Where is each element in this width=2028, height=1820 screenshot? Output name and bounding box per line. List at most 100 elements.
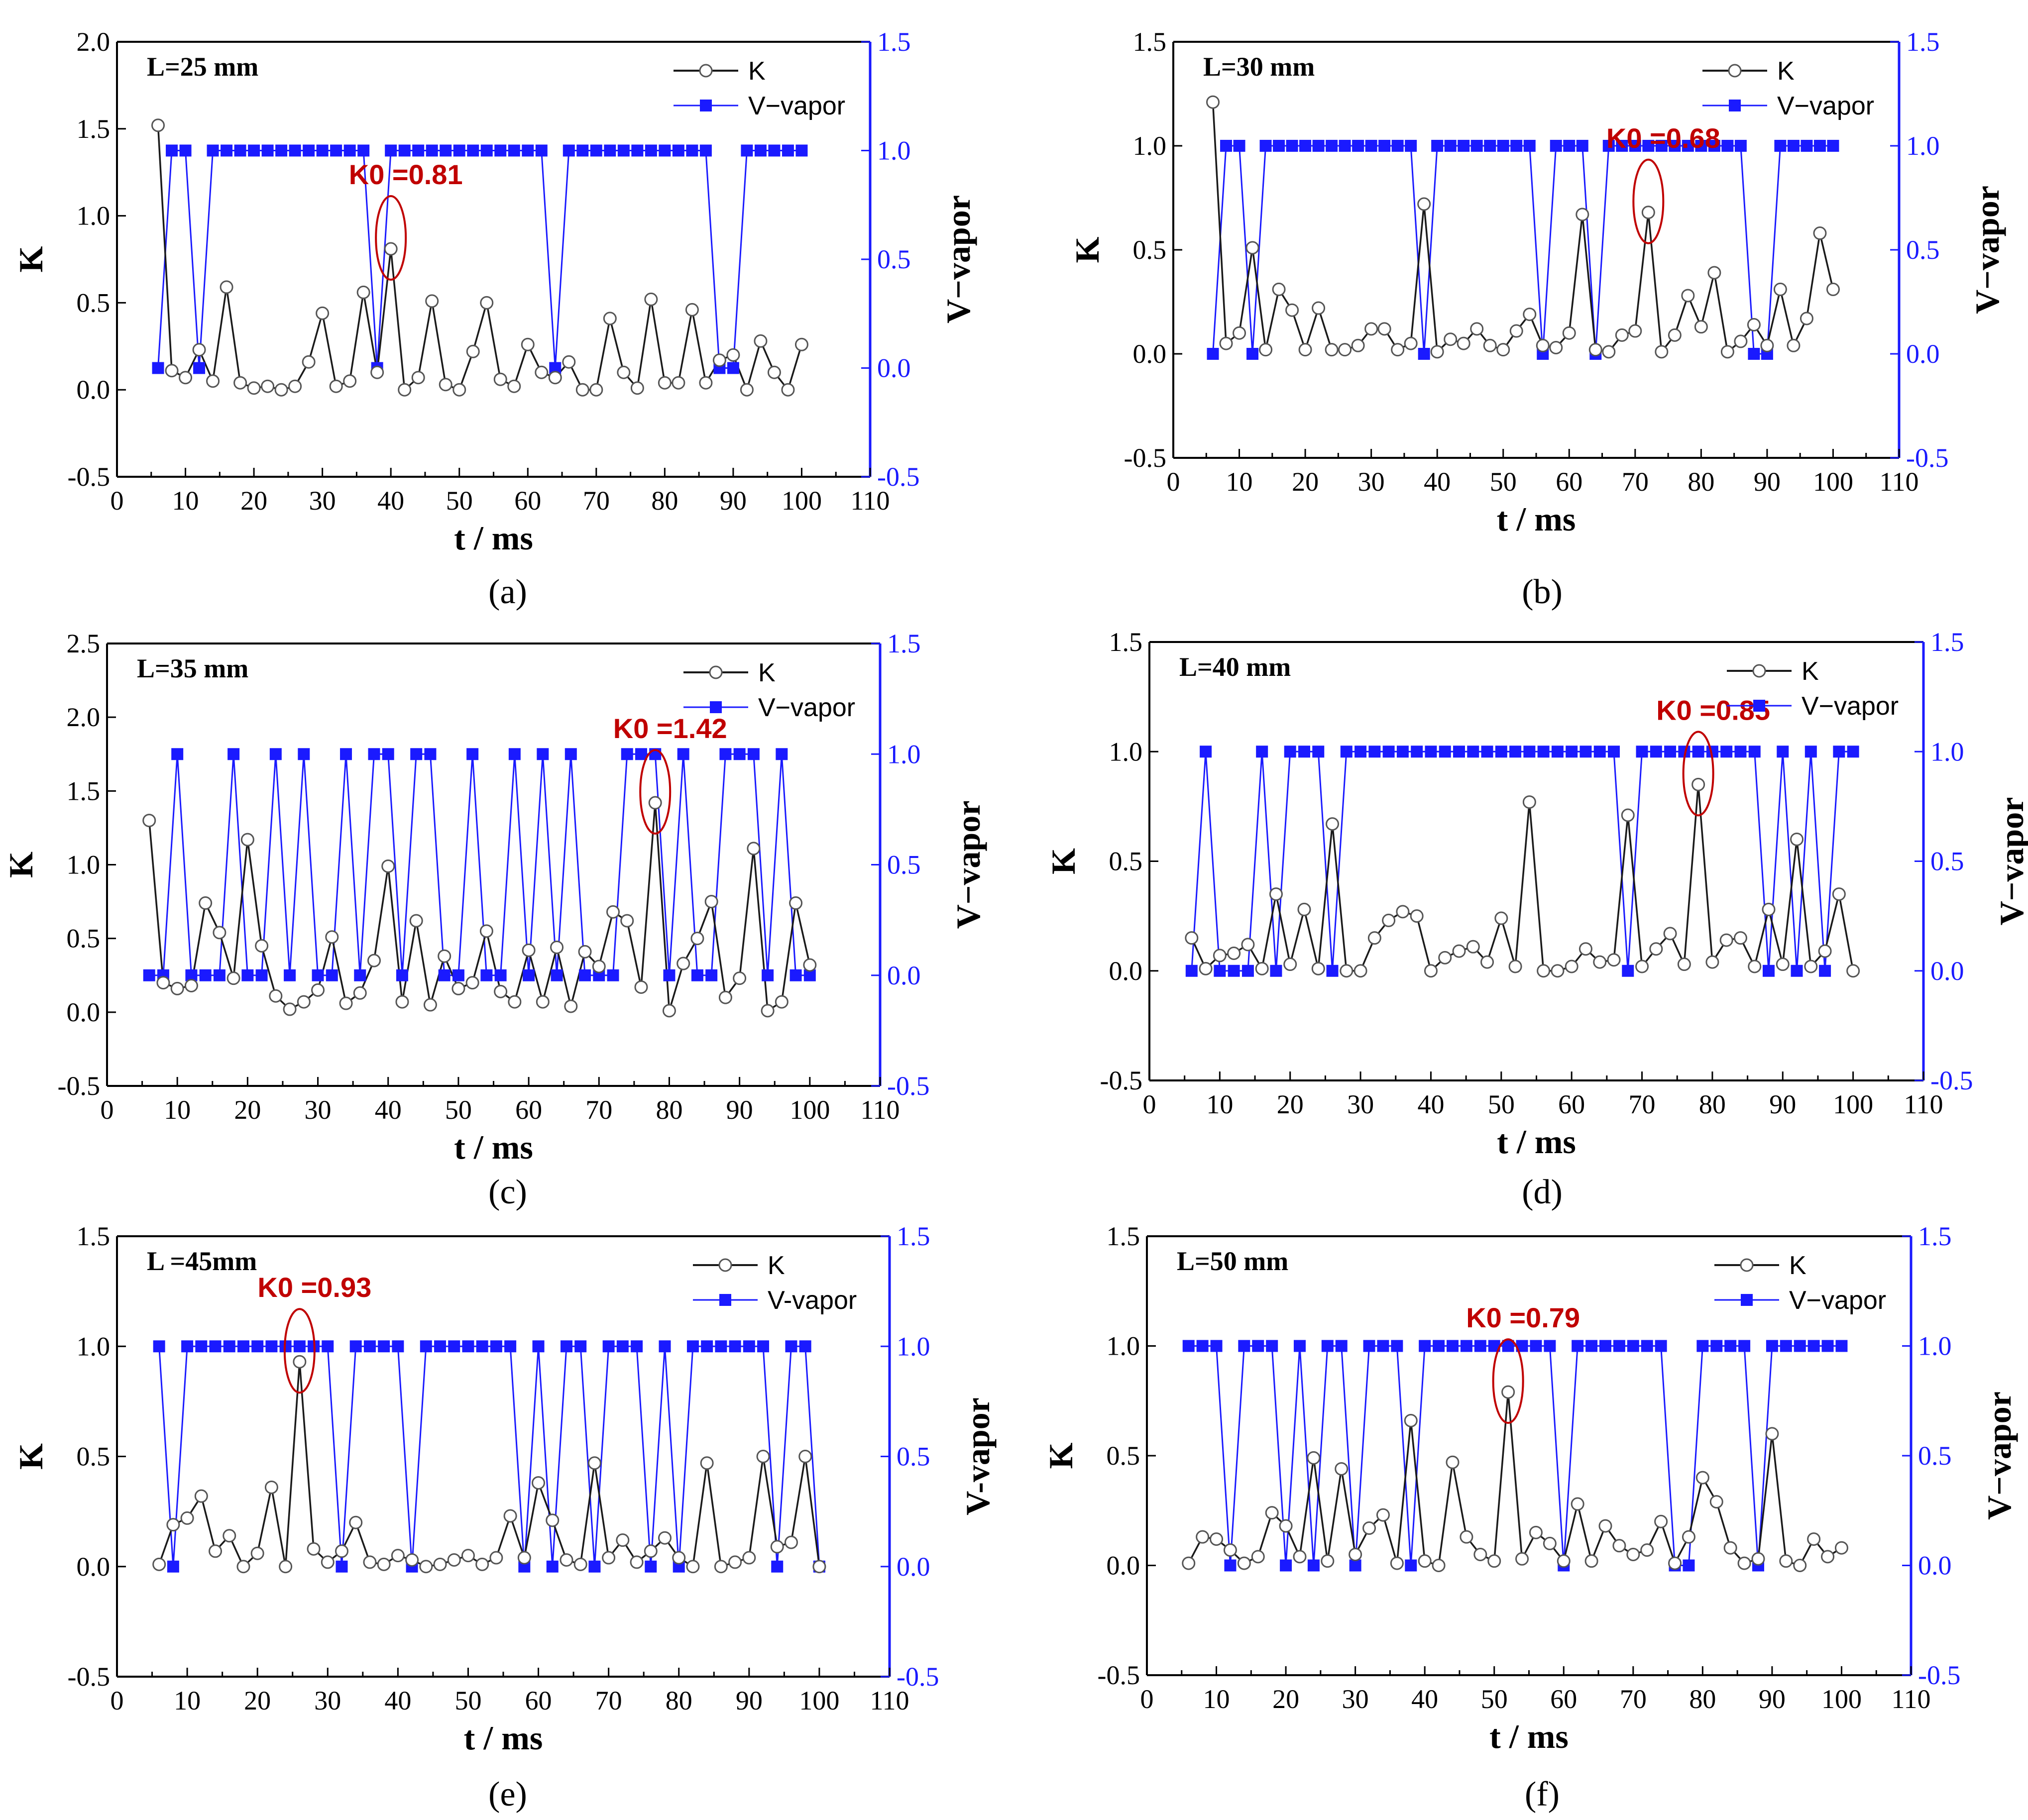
vapor-point bbox=[1804, 746, 1817, 758]
vapor-point bbox=[1214, 964, 1226, 977]
x-tick-label: 20 bbox=[1272, 1684, 1299, 1714]
length-label: L=25 mm bbox=[147, 52, 258, 82]
k-point bbox=[1663, 927, 1677, 941]
k-series-line bbox=[158, 1362, 820, 1568]
vapor-point bbox=[340, 748, 352, 760]
k-point bbox=[644, 292, 658, 306]
k-point bbox=[699, 376, 713, 390]
k-point bbox=[489, 1551, 503, 1565]
vapor-point bbox=[1544, 1340, 1556, 1352]
k-point bbox=[1430, 345, 1444, 359]
vapor-point bbox=[576, 144, 589, 157]
k-point bbox=[662, 1004, 676, 1018]
y2-tick-label: 0.0 bbox=[897, 1552, 930, 1582]
vapor-point bbox=[1284, 746, 1296, 758]
legend-vapor-label: V−vapor bbox=[1789, 1286, 1886, 1315]
k-point bbox=[1223, 1543, 1237, 1557]
k-point bbox=[1813, 226, 1827, 240]
y-tick-label: -0.5 bbox=[1124, 443, 1166, 473]
vapor-point bbox=[1382, 746, 1395, 758]
x-tick-label: 70 bbox=[595, 1686, 622, 1715]
x-tick-label: 100 bbox=[789, 1095, 830, 1125]
k-point bbox=[1233, 326, 1246, 340]
k-point bbox=[1297, 902, 1311, 916]
vapor-point bbox=[336, 1560, 348, 1573]
k-point bbox=[1543, 1536, 1557, 1550]
k-point bbox=[1446, 1455, 1460, 1469]
k-point bbox=[1846, 964, 1860, 978]
y2-tick-label: 0.5 bbox=[1930, 847, 1964, 876]
k-point bbox=[1196, 1530, 1210, 1544]
k-point bbox=[507, 379, 521, 393]
vapor-point bbox=[1238, 1340, 1250, 1352]
k-point bbox=[1418, 1554, 1432, 1568]
k-point bbox=[1452, 944, 1466, 958]
vapor-point bbox=[1210, 1340, 1223, 1352]
k-point bbox=[1307, 1451, 1321, 1465]
vapor-point bbox=[1821, 1340, 1834, 1352]
vapor-point bbox=[1495, 746, 1507, 758]
panel-label: (b) bbox=[1522, 573, 1563, 611]
k-point bbox=[658, 376, 672, 390]
vapor-point bbox=[1599, 1340, 1611, 1352]
y2-tick-label: -0.5 bbox=[877, 462, 919, 492]
y-tick-label: 2.0 bbox=[77, 27, 111, 57]
y-axis-title: K bbox=[1042, 1442, 1080, 1469]
k-point bbox=[283, 1002, 297, 1016]
k-point bbox=[152, 1557, 166, 1571]
chart-panel-f: 0 10 20 30 40 50 60 70 80 90 100 110-0.50.00.51.01.… bbox=[1042, 1221, 2018, 1755]
y2-tick-label: 1.5 bbox=[877, 27, 911, 57]
vapor-point bbox=[410, 748, 423, 760]
vapor-point bbox=[1787, 140, 1800, 152]
vapor-point bbox=[293, 1340, 306, 1353]
vapor-point bbox=[241, 969, 254, 981]
k-point bbox=[1494, 911, 1508, 925]
vapor-point bbox=[607, 969, 619, 981]
k-point bbox=[548, 371, 562, 385]
k-point bbox=[1649, 942, 1663, 956]
vapor-point bbox=[1510, 140, 1523, 152]
k-point bbox=[602, 1551, 616, 1565]
k-point bbox=[1707, 266, 1721, 280]
vapor-point bbox=[1405, 1559, 1417, 1572]
k-point bbox=[329, 379, 343, 393]
k-point bbox=[1598, 1519, 1612, 1533]
chart-panel-e: 0 10 20 30 40 50 60 70 80 90 100 110-0.50.00.51.01.… bbox=[12, 1221, 997, 1757]
vapor-point bbox=[1467, 746, 1479, 758]
k-point bbox=[339, 996, 353, 1010]
k-point bbox=[311, 983, 325, 997]
k0-annotation: K0 =0.81 bbox=[349, 159, 463, 190]
y-axis-title: K bbox=[12, 246, 50, 272]
panel-label: (a) bbox=[488, 573, 527, 611]
k0-highlight-ellipse bbox=[375, 195, 407, 281]
k-point bbox=[1593, 955, 1607, 969]
x-tick-label: 110 bbox=[861, 1095, 900, 1125]
k-point bbox=[508, 995, 522, 1009]
k-point bbox=[1733, 931, 1747, 945]
legend-vapor-marker bbox=[1729, 100, 1741, 111]
vapor-point bbox=[1363, 1340, 1375, 1352]
x-tick-label: 40 bbox=[377, 486, 404, 516]
x-axis-title: t / ms bbox=[454, 1128, 533, 1166]
k-point bbox=[1396, 905, 1410, 919]
k-point bbox=[578, 945, 592, 959]
y-tick-label: 1.5 bbox=[1133, 27, 1167, 57]
vapor-point bbox=[762, 969, 774, 981]
vapor-point bbox=[1419, 1340, 1431, 1352]
vapor-point bbox=[354, 969, 366, 981]
vapor-point bbox=[1256, 746, 1268, 758]
x-tick-label: 20 bbox=[240, 486, 267, 516]
k-point bbox=[1832, 887, 1846, 901]
x-tick-label: 50 bbox=[1490, 467, 1517, 497]
k-point bbox=[349, 1515, 363, 1529]
k-point bbox=[1404, 336, 1418, 350]
vapor-point bbox=[1585, 1340, 1598, 1352]
vapor-series-line bbox=[149, 753, 810, 976]
vapor-point bbox=[1273, 140, 1285, 152]
y-axis-title: K bbox=[2, 852, 40, 878]
k-point bbox=[1501, 1385, 1515, 1399]
x-tick-label: 110 bbox=[870, 1686, 909, 1715]
vapor-point bbox=[1228, 964, 1240, 977]
vapor-point bbox=[785, 1340, 797, 1353]
